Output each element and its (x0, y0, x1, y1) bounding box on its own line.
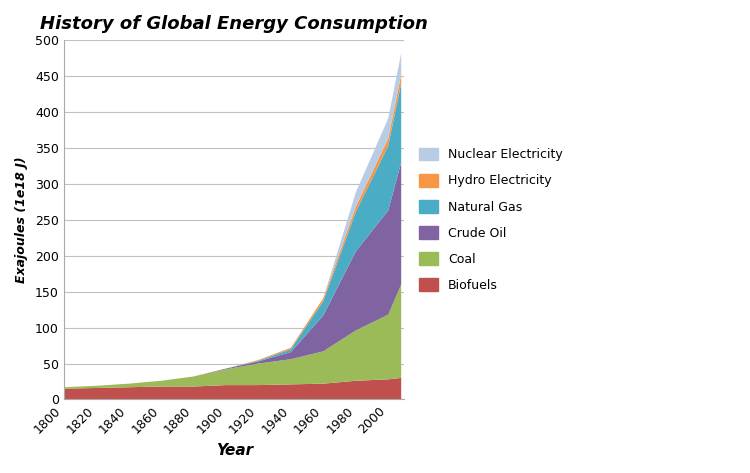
Legend: Nuclear Electricity, Hydro Electricity, Natural Gas, Crude Oil, Coal, Biofuels: Nuclear Electricity, Hydro Electricity, … (414, 143, 568, 297)
Title: History of Global Energy Consumption: History of Global Energy Consumption (40, 15, 428, 33)
X-axis label: Year: Year (215, 443, 253, 458)
Y-axis label: Exajoules (1e18 J): Exajoules (1e18 J) (15, 157, 28, 283)
